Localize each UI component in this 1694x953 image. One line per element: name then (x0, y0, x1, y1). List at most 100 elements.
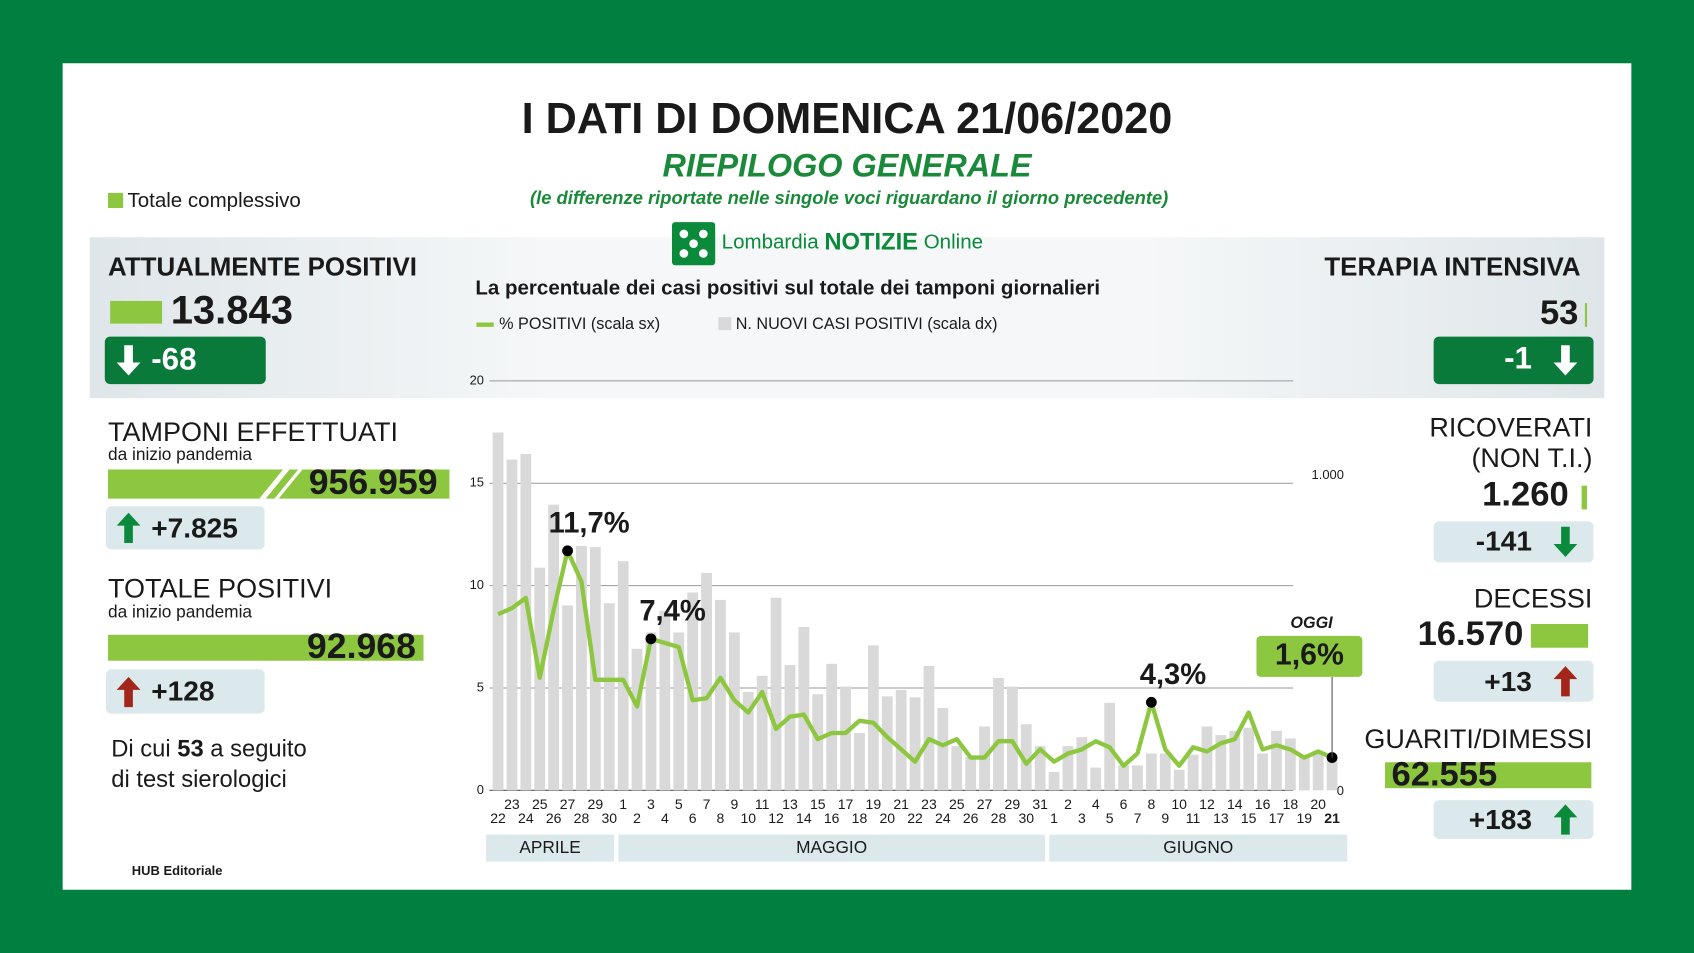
subtitle: RIEPILOGO GENERALE (662, 148, 1032, 184)
highlight-band (89, 237, 1605, 399)
bar (965, 756, 977, 791)
x-tick-label: 13 (1213, 810, 1229, 826)
value-label: 7,4% (639, 596, 706, 628)
x-tick-label: 2 (1064, 796, 1072, 812)
delta: -1 (1504, 341, 1532, 376)
bar (1215, 735, 1227, 791)
bar (742, 692, 754, 791)
bar (812, 694, 824, 791)
x-tick-label: 8 (1147, 796, 1155, 812)
x-tick-label: 28 (574, 810, 590, 826)
x-tick-label: 19 (1296, 810, 1312, 826)
x-tick-label: 29 (1005, 796, 1021, 812)
line (497, 548, 1333, 768)
bar (1229, 730, 1241, 791)
brand-highlight: NOTIZIE (824, 229, 918, 256)
delta: +128 (151, 676, 214, 707)
x-tick-label: 30 (1018, 810, 1034, 826)
bar (798, 626, 810, 791)
today-box (1256, 635, 1363, 677)
delta-box (1433, 521, 1594, 563)
bar (1034, 746, 1046, 791)
delta-box (105, 669, 265, 714)
x-tick-label: 23 (921, 796, 937, 812)
brand-icon (679, 229, 708, 258)
bar (937, 708, 949, 791)
x-tick-label: 26 (963, 810, 979, 826)
stat-title: TERAPIA INTENSIVA (1324, 253, 1580, 281)
bar (1187, 754, 1199, 791)
serology-pre: Di cui (111, 736, 170, 763)
stat-bar (1581, 485, 1588, 510)
delta-box (1433, 336, 1594, 385)
stat-value: 62.555 (1392, 755, 1498, 793)
x-tick-label: 16 (824, 810, 840, 826)
today-label: 1,6% (1275, 638, 1344, 671)
x-tick-label: 24 (518, 810, 534, 826)
bar (1006, 686, 1018, 791)
serology-line2: di test sierologici (111, 766, 287, 793)
stat-bar (108, 469, 450, 499)
x-tick-label: 29 (588, 796, 604, 812)
stat-value: 1.260 (1482, 476, 1569, 514)
delta-box (105, 506, 265, 550)
value-label: 4,3% (1140, 659, 1207, 691)
x-tick-label: 20 (1310, 796, 1326, 812)
bar (1090, 767, 1102, 791)
legend-label: % POSITIVI (scala sx) (499, 315, 660, 333)
bar (1312, 751, 1324, 791)
x-tick-label: 18 (1283, 796, 1299, 812)
month-label: MAGGIO (796, 837, 867, 857)
bar (826, 663, 838, 791)
delta: -68 (151, 342, 196, 377)
stat-value: 13.843 (171, 288, 293, 332)
stat-value: 53 (1540, 294, 1578, 332)
delta-box (1433, 800, 1594, 839)
serology-post: a seguito (210, 736, 306, 763)
y-tick-label: 20 (470, 372, 484, 387)
point-dot (562, 545, 573, 557)
bar (645, 632, 657, 791)
bar (603, 603, 615, 791)
x-tick-label: 5 (675, 796, 683, 812)
bar (1048, 771, 1060, 791)
bar (562, 605, 573, 791)
bar (1076, 737, 1088, 791)
bar (1284, 738, 1296, 791)
point-dot (1145, 696, 1157, 708)
bar (1020, 724, 1032, 791)
stat-title: (NON T.I.) (1471, 443, 1592, 473)
bar (1201, 726, 1213, 791)
x-tick-label: 9 (730, 796, 738, 812)
bar (993, 677, 1004, 791)
x-tick-label: 1 (619, 796, 627, 812)
month-band (618, 834, 1045, 862)
bar (1062, 746, 1074, 791)
bar (854, 732, 865, 791)
x-tick-label: 19 (866, 796, 882, 812)
bar (1271, 730, 1282, 791)
stat-value: 956.959 (309, 462, 438, 502)
y2-tick-label: 0 (1337, 783, 1344, 798)
x-tick-label: 22 (490, 810, 506, 826)
stat-value: 16.570 (1418, 615, 1524, 653)
bar (520, 453, 532, 791)
stat-bar (1584, 303, 1588, 327)
x-tick-label: 4 (661, 810, 669, 826)
bar (506, 459, 518, 791)
bar (923, 665, 935, 791)
x-tick-label: 14 (1227, 796, 1243, 812)
brand: Lombardia NOTIZIE Online (722, 229, 983, 256)
bar (895, 689, 907, 791)
stat-bar (110, 300, 163, 324)
month-band (486, 834, 615, 862)
x-tick-label: 18 (852, 810, 868, 826)
x-tick-label: 20 (879, 810, 895, 826)
bar (631, 648, 643, 791)
stat-title: TAMPONI EFFETTUATI (108, 417, 398, 447)
bar (1243, 727, 1255, 791)
y-tick-label: 10 (470, 577, 484, 592)
stat-sub: da inizio pandemia (108, 602, 252, 622)
x-tick-label: 31 (1032, 796, 1048, 812)
